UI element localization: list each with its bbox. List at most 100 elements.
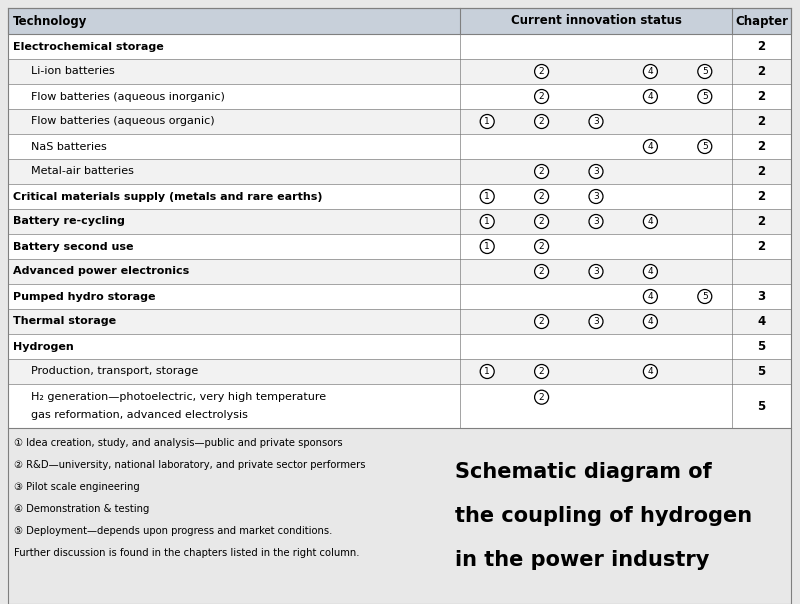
Text: Schematic diagram of: Schematic diagram of bbox=[455, 462, 712, 482]
Circle shape bbox=[534, 265, 549, 278]
Bar bbox=[8, 8, 791, 34]
Text: H₂ generation—photoelectric, very high temperature: H₂ generation—photoelectric, very high t… bbox=[31, 392, 326, 402]
Text: 4: 4 bbox=[647, 317, 654, 326]
Text: 4: 4 bbox=[647, 367, 654, 376]
Circle shape bbox=[698, 65, 712, 79]
Circle shape bbox=[643, 364, 658, 379]
Bar bbox=[8, 59, 791, 84]
Text: 2: 2 bbox=[758, 165, 766, 178]
Text: NaS batteries: NaS batteries bbox=[31, 141, 106, 152]
Text: 1: 1 bbox=[484, 117, 490, 126]
Text: 4: 4 bbox=[647, 217, 654, 226]
Circle shape bbox=[480, 115, 494, 129]
Text: 2: 2 bbox=[538, 117, 545, 126]
Circle shape bbox=[534, 240, 549, 254]
Text: 5: 5 bbox=[758, 340, 766, 353]
Bar bbox=[8, 259, 791, 284]
Circle shape bbox=[589, 315, 603, 329]
Text: Battery second use: Battery second use bbox=[13, 242, 134, 251]
Circle shape bbox=[643, 65, 658, 79]
Circle shape bbox=[589, 115, 603, 129]
Circle shape bbox=[643, 140, 658, 153]
Circle shape bbox=[480, 214, 494, 228]
Text: Metal-air batteries: Metal-air batteries bbox=[31, 167, 134, 176]
Bar bbox=[8, 34, 791, 59]
Text: Pumped hydro storage: Pumped hydro storage bbox=[13, 292, 155, 301]
Text: 4: 4 bbox=[647, 67, 654, 76]
Text: 1: 1 bbox=[484, 242, 490, 251]
Text: 3: 3 bbox=[593, 117, 599, 126]
Text: 3: 3 bbox=[758, 290, 766, 303]
Text: 2: 2 bbox=[538, 217, 545, 226]
Text: 1: 1 bbox=[484, 367, 490, 376]
Text: 2: 2 bbox=[538, 317, 545, 326]
Text: ⑤ Deployment—depends upon progress and market conditions.: ⑤ Deployment—depends upon progress and m… bbox=[14, 526, 332, 536]
Circle shape bbox=[534, 390, 549, 404]
Circle shape bbox=[534, 364, 549, 379]
Text: Advanced power electronics: Advanced power electronics bbox=[13, 266, 190, 277]
Text: gas reformation, advanced electrolysis: gas reformation, advanced electrolysis bbox=[31, 410, 248, 420]
Text: 2: 2 bbox=[758, 90, 766, 103]
Text: 2: 2 bbox=[758, 140, 766, 153]
Text: the coupling of hydrogen: the coupling of hydrogen bbox=[455, 506, 752, 526]
Circle shape bbox=[643, 289, 658, 303]
Bar bbox=[8, 134, 791, 159]
Text: 2: 2 bbox=[758, 240, 766, 253]
Circle shape bbox=[643, 89, 658, 103]
Bar bbox=[8, 334, 791, 359]
Text: 2: 2 bbox=[538, 242, 545, 251]
Text: ② R&D—university, national laboratory, and private sector performers: ② R&D—university, national laboratory, a… bbox=[14, 460, 366, 470]
Text: Critical materials supply (metals and rare earths): Critical materials supply (metals and ra… bbox=[13, 191, 322, 202]
Text: in the power industry: in the power industry bbox=[455, 550, 710, 570]
Circle shape bbox=[534, 115, 549, 129]
Text: 1: 1 bbox=[484, 217, 490, 226]
Text: 5: 5 bbox=[702, 142, 708, 151]
Text: 2: 2 bbox=[538, 393, 545, 402]
Circle shape bbox=[534, 214, 549, 228]
Text: 4: 4 bbox=[647, 142, 654, 151]
Text: Thermal storage: Thermal storage bbox=[13, 316, 116, 327]
Text: 5: 5 bbox=[702, 292, 708, 301]
Circle shape bbox=[534, 164, 549, 179]
Text: ③ Pilot scale engineering: ③ Pilot scale engineering bbox=[14, 482, 140, 492]
Text: Current innovation status: Current innovation status bbox=[510, 14, 682, 28]
Text: 2: 2 bbox=[538, 92, 545, 101]
Bar bbox=[8, 184, 791, 209]
Text: 3: 3 bbox=[593, 217, 599, 226]
Circle shape bbox=[589, 164, 603, 179]
Text: 2: 2 bbox=[758, 65, 766, 78]
Circle shape bbox=[643, 214, 658, 228]
Circle shape bbox=[589, 214, 603, 228]
Bar bbox=[8, 359, 791, 384]
Text: Li-ion batteries: Li-ion batteries bbox=[31, 66, 114, 77]
Text: ① Idea creation, study, and analysis—public and private sponsors: ① Idea creation, study, and analysis—pub… bbox=[14, 438, 342, 448]
Text: 4: 4 bbox=[647, 267, 654, 276]
Text: 2: 2 bbox=[538, 167, 545, 176]
Circle shape bbox=[698, 89, 712, 103]
Text: Production, transport, storage: Production, transport, storage bbox=[31, 367, 198, 376]
Circle shape bbox=[534, 315, 549, 329]
Bar bbox=[8, 84, 791, 109]
Bar bbox=[8, 284, 791, 309]
Text: 2: 2 bbox=[758, 190, 766, 203]
Text: 1: 1 bbox=[484, 192, 490, 201]
Text: Technology: Technology bbox=[13, 14, 87, 28]
Text: 2: 2 bbox=[758, 115, 766, 128]
Circle shape bbox=[480, 364, 494, 379]
Circle shape bbox=[698, 140, 712, 153]
Circle shape bbox=[534, 190, 549, 204]
Bar bbox=[8, 384, 791, 428]
Text: Hydrogen: Hydrogen bbox=[13, 341, 74, 352]
Circle shape bbox=[534, 89, 549, 103]
Text: Further discussion is found in the chapters listed in the right column.: Further discussion is found in the chapt… bbox=[14, 548, 359, 558]
Text: 2: 2 bbox=[538, 367, 545, 376]
Circle shape bbox=[480, 240, 494, 254]
Text: 4: 4 bbox=[758, 315, 766, 328]
Text: 3: 3 bbox=[593, 267, 599, 276]
Bar bbox=[8, 309, 791, 334]
Bar bbox=[8, 234, 791, 259]
Bar bbox=[8, 209, 791, 234]
Text: 5: 5 bbox=[702, 92, 708, 101]
Text: 5: 5 bbox=[758, 365, 766, 378]
Text: 4: 4 bbox=[647, 92, 654, 101]
